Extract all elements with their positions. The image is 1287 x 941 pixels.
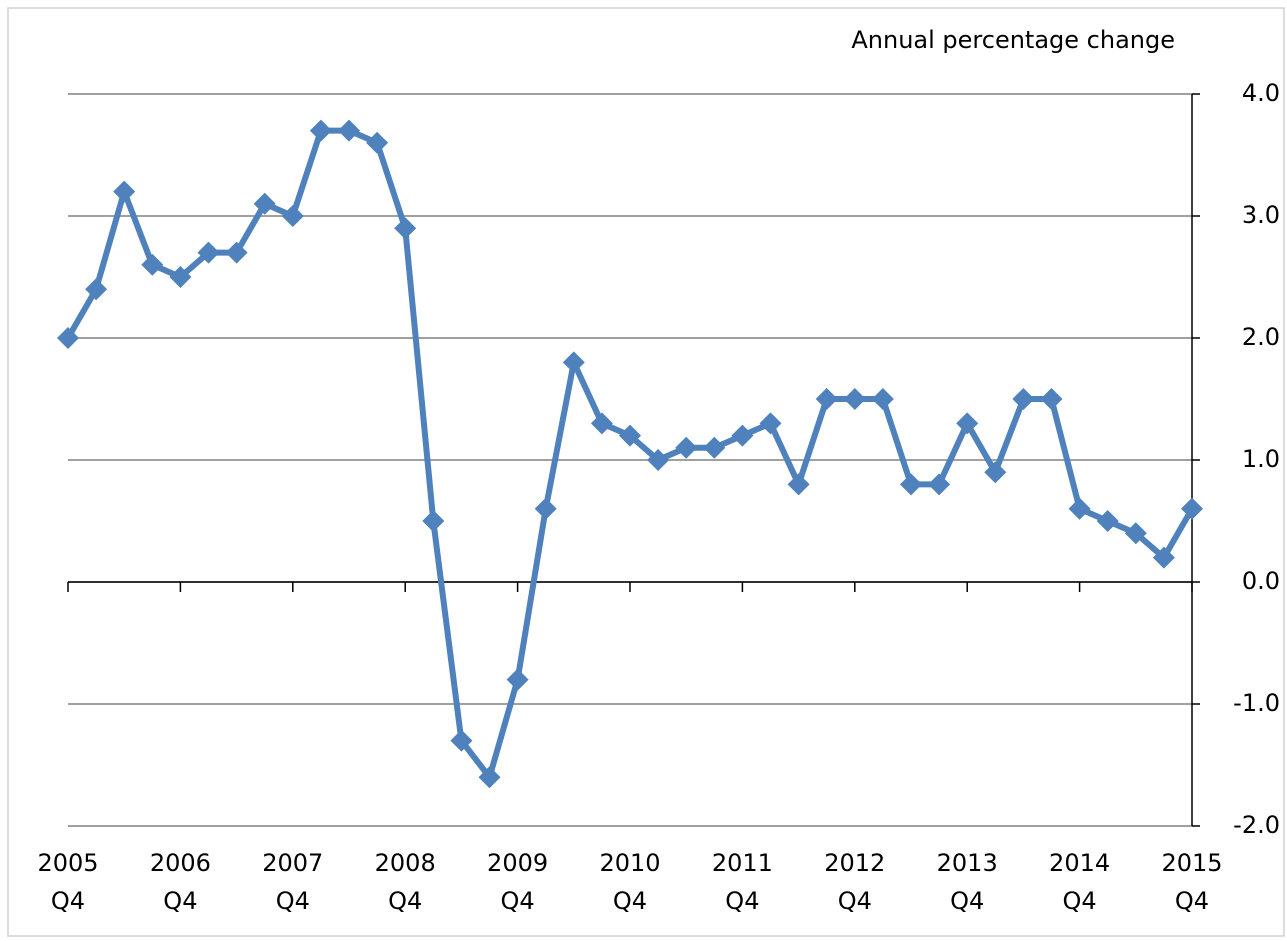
marker [787,473,810,496]
y-tick-label: -1.0 [1233,689,1280,717]
marker [562,351,585,374]
y-tick-label: 4.0 [1242,79,1280,107]
chart-border [7,7,1285,937]
marker [1040,388,1063,410]
marker [366,131,389,154]
y-tick-label: 0.0 [1242,567,1280,595]
marker [1152,546,1175,569]
marker [984,461,1007,484]
marker [1124,522,1147,545]
marker [141,253,164,276]
marker [928,473,951,496]
x-tick-label: 2014 Q4 [1049,849,1111,915]
marker [534,497,557,520]
marker [1068,497,1091,520]
marker [253,192,276,215]
x-tick-label: 2007 Q4 [262,849,324,915]
x-tick-label: 2011 Q4 [711,849,773,915]
marker [647,449,670,471]
marker [1181,497,1203,520]
x-tick-label: 2008 Q4 [374,849,436,915]
x-tick-label: 2012 Q4 [824,849,886,915]
marker [843,388,866,410]
marker [1096,510,1119,532]
y-tick-label: -2.0 [1233,811,1280,839]
marker [394,217,417,240]
x-tick-label: 2013 Q4 [936,849,998,915]
x-tick-label: 2005 Q4 [37,849,99,915]
marker [900,473,922,496]
marker [169,266,192,288]
marker [225,241,248,264]
marker [422,510,445,532]
marker [478,766,501,789]
x-tick-label: 2009 Q4 [487,849,549,915]
marker [197,241,220,264]
x-tick-label: 2010 Q4 [599,849,661,915]
y-axis-title: Annual percentage change [851,26,1175,54]
marker [113,180,136,203]
marker [703,436,726,459]
y-tick-label: 2.0 [1242,323,1280,351]
x-tick-label: 2006 Q4 [149,849,211,915]
marker [1012,388,1035,410]
x-tick-label: 2015 Q4 [1161,849,1223,915]
marker [85,278,108,301]
marker [619,424,641,447]
marker [815,388,838,410]
marker [956,412,979,435]
marker [731,424,754,447]
marker [675,436,698,459]
marker [450,729,473,752]
marker [506,668,529,691]
marker [57,327,79,349]
marker [590,412,613,435]
marker [871,388,894,410]
marker [309,119,332,142]
line [65,127,1195,781]
marker [281,205,304,227]
y-tick-label: 1.0 [1242,445,1280,473]
y-tick-label: 3.0 [1242,201,1280,229]
marker [338,119,360,142]
marker [759,412,782,435]
